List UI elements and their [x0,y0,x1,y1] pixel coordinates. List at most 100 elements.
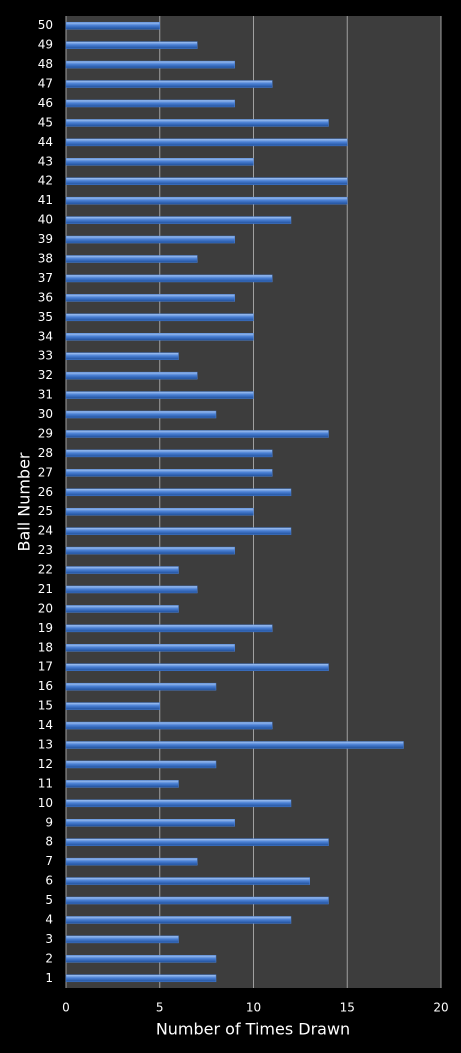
y-tick-label: 12 [38,757,53,771]
bar [65,838,329,846]
bar [65,469,273,477]
bar [65,741,404,749]
bar [65,721,273,730]
bar [65,663,329,671]
y-tick-label: 18 [38,640,53,654]
bar [65,41,198,49]
bar [65,955,217,963]
bar [65,333,254,341]
bar [65,216,292,224]
x-axis-title: Number of Times Drawn [156,1020,350,1039]
bar [65,877,310,885]
bar [65,99,235,108]
y-tick-label: 40 [38,213,53,227]
y-tick-label: 20 [38,601,53,615]
y-tick-label: 45 [38,115,53,129]
y-tick-label: 7 [45,854,53,868]
y-tick-label: 10 [38,796,53,810]
y-tick-label: 28 [38,446,53,460]
y-tick-label: 32 [38,368,53,382]
bar [65,935,179,944]
y-tick-label: 47 [38,77,53,91]
y-tick-label: 2 [45,951,53,965]
y-tick-label: 14 [38,718,53,732]
bar [65,21,160,30]
bar [65,138,348,147]
y-tick-label: 15 [38,699,53,713]
bar [65,313,254,322]
x-tick-label: 20 [433,1001,448,1015]
bar [65,235,235,244]
bar [65,410,217,419]
y-tick-label: 31 [38,388,53,402]
y-tick-label: 9 [45,815,53,829]
bar [65,449,273,458]
y-tick-label: 42 [38,174,53,188]
y-tick-label: 39 [38,232,53,246]
bar [65,60,235,69]
y-tick-label: 4 [45,912,53,926]
bar [65,799,292,808]
bar [65,624,273,633]
y-tick-label: 34 [38,329,53,343]
bar [65,857,198,866]
bar [65,119,329,127]
x-tick-label: 10 [246,1001,261,1015]
y-tick-label: 21 [38,582,53,596]
x-tick-label: 5 [156,1001,164,1015]
y-tick-label: 41 [38,193,53,207]
bar [65,644,235,652]
bar [65,352,179,360]
bar [65,819,235,827]
bar [65,274,273,283]
bar [65,896,329,905]
bar [65,196,348,205]
y-tick-label: 1 [45,971,53,985]
y-tick-label: 25 [38,504,53,518]
bar [65,177,348,185]
bar [65,391,254,399]
x-tick-label: 0 [62,1001,70,1015]
bar [65,605,179,613]
bar [65,566,179,574]
bar [65,760,217,769]
y-tick-label: 5 [45,893,53,907]
bar [65,430,329,438]
y-tick-label: 43 [38,154,53,168]
x-tick-label: 15 [340,1001,355,1015]
y-tick-label: 27 [38,465,53,479]
bar [65,585,198,594]
y-tick-label: 29 [38,426,53,440]
y-tick-label: 50 [38,18,53,32]
y-tick-label: 30 [38,407,53,421]
y-tick-label: 13 [38,738,53,752]
y-tick-label: 24 [38,524,53,538]
bar [65,294,235,302]
y-tick-label: 6 [45,874,53,888]
y-tick-label: 26 [38,485,53,499]
y-tick-label: 46 [38,96,53,110]
y-tick-label: 11 [38,776,53,790]
bar [65,546,235,555]
y-tick-label: 8 [45,835,53,849]
y-tick-label: 3 [45,932,53,946]
bar [65,527,292,535]
bar [65,371,198,380]
bar [65,702,160,710]
y-tick-label: 48 [38,57,53,71]
y-tick-label: 37 [38,271,53,285]
y-tick-label: 16 [38,679,53,693]
bar [65,974,217,983]
y-axis-title: Ball Number [15,452,34,551]
y-tick-label: 17 [38,660,53,674]
bar [65,916,292,924]
bar [65,682,217,691]
y-tick-label: 19 [38,621,53,635]
bar [65,255,198,263]
y-tick-label: 22 [38,563,53,577]
y-tick-label: 36 [38,290,53,304]
y-tick-label: 38 [38,252,53,266]
y-tick-label: 44 [38,135,53,149]
y-tick-label: 23 [38,543,53,557]
